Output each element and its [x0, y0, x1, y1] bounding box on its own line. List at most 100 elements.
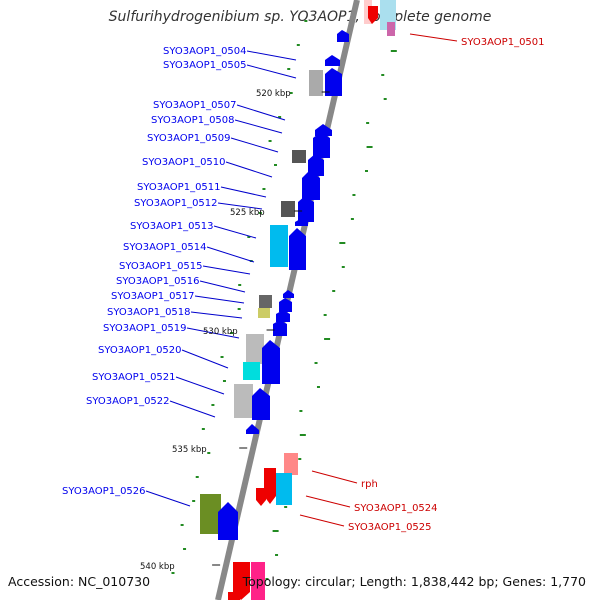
- reverse-gene-label: SYO3AOP1_0516: [116, 276, 200, 287]
- gc-tick: [258, 212, 262, 214]
- genome-summary: Topology: circular; Length: 1,838,442 bp…: [242, 574, 586, 589]
- reverse-gene-label: SYO3AOP1_0504: [163, 46, 247, 57]
- gc-tick: [366, 146, 373, 148]
- gene-arrow: [256, 488, 266, 506]
- leader-line: [206, 246, 255, 263]
- leader-line: [145, 490, 191, 507]
- gene-arrow: [252, 388, 270, 420]
- leader-line: [305, 495, 351, 508]
- gc-tick: [365, 170, 369, 172]
- leader-line: [194, 295, 245, 304]
- cds-block: [292, 150, 306, 163]
- gc-tick: [323, 314, 327, 316]
- gc-tick: [390, 50, 397, 52]
- gc-tick: [238, 284, 242, 286]
- leader-line: [213, 225, 257, 239]
- gene-arrow: [279, 298, 292, 312]
- gc-tick: [352, 194, 356, 196]
- cds-block: [270, 225, 288, 267]
- cds-block: [387, 22, 395, 36]
- leader-line: [311, 470, 358, 484]
- cds-block: [200, 494, 221, 534]
- gene-arrow: [246, 424, 259, 434]
- gc-tick: [275, 554, 279, 556]
- leader-line: [199, 280, 246, 293]
- gc-tick: [299, 410, 303, 412]
- gene-arrow: [276, 310, 290, 322]
- gc-tick: [366, 122, 370, 124]
- leader-line: [220, 186, 267, 198]
- cds-features: [200, 0, 396, 600]
- reverse-strand-genes: [218, 30, 349, 540]
- reverse-gene-label: SYO3AOP1_0513: [130, 221, 214, 232]
- reverse-gene-label: SYO3AOP1_0520: [98, 345, 182, 356]
- gc-tick: [314, 362, 318, 364]
- gc-tick: [299, 434, 306, 436]
- leader-line: [175, 376, 225, 395]
- gc-tick: [341, 266, 345, 268]
- gc-tick: [339, 242, 346, 244]
- gc-tick: [207, 452, 211, 454]
- cds-block: [281, 201, 295, 217]
- leader-line: [234, 119, 283, 134]
- gene-arrow: [264, 468, 276, 504]
- leader-line: [169, 400, 216, 418]
- gc-tick: [278, 116, 282, 118]
- leader-line: [181, 349, 229, 369]
- gc-tick: [274, 164, 278, 166]
- gc-tick: [237, 308, 241, 310]
- forward-gene-label: SYO3AOP1_0524: [354, 503, 438, 514]
- leader-line: [299, 514, 345, 527]
- forward-gene-label: SYO3AOP1_0501: [461, 37, 545, 48]
- scale-label: 525 kbp: [230, 208, 265, 218]
- gc-tick: [171, 572, 175, 574]
- gc-tick: [247, 236, 251, 238]
- reverse-gene-label: SYO3AOP1_0510: [142, 157, 226, 168]
- scale-label: 530 kbp: [203, 327, 238, 337]
- leader-line: [409, 33, 458, 42]
- cds-block: [258, 308, 270, 318]
- reverse-gene-label: SYO3AOP1_0526: [62, 486, 146, 497]
- gc-tick: [284, 506, 288, 508]
- gene-arrow: [325, 68, 342, 96]
- gene-arrow: [233, 562, 250, 600]
- leader-line: [186, 327, 240, 339]
- gc-tick: [262, 188, 266, 190]
- reverse-gene-label: SYO3AOP1_0517: [111, 291, 195, 302]
- gene-arrow: [315, 124, 332, 136]
- reverse-gene-label: SYO3AOP1_0522: [86, 396, 170, 407]
- gc-tick: [220, 356, 224, 358]
- reverse-gene-label: SYO3AOP1_0518: [107, 307, 191, 318]
- forward-gene-label: SYO3AOP1_0525: [348, 522, 432, 533]
- cds-block: [243, 362, 260, 380]
- gene-arrow: [262, 340, 280, 384]
- scale-label: 535 kbp: [172, 445, 207, 455]
- leader-lines: [145, 33, 458, 527]
- leader-line: [190, 311, 243, 319]
- cds-block: [251, 562, 265, 600]
- gc-tick: [350, 218, 354, 220]
- gc-tick: [289, 92, 293, 94]
- reverse-gene-label: SYO3AOP1_0521: [92, 372, 176, 383]
- gene-arrow: [302, 170, 320, 200]
- gc-tick: [201, 428, 205, 430]
- leader-line: [236, 104, 286, 121]
- gene-arrow: [273, 320, 287, 336]
- gc-tick: [268, 140, 272, 142]
- gene-labels: 520 kbp 525 kbp 530 kbp 535 kbp 540 kbp SYO3A…: [62, 37, 545, 572]
- gc-tick: [324, 338, 331, 340]
- cds-block: [284, 453, 298, 475]
- reverse-gene-label: SYO3AOP1_0512: [134, 198, 218, 209]
- leader-line: [230, 137, 279, 153]
- accession-label: Accession: NC_010730: [8, 574, 151, 589]
- gc-tick: [332, 290, 336, 292]
- gene-arrow: [298, 196, 314, 222]
- leader-line: [225, 161, 273, 178]
- leader-line: [217, 202, 263, 210]
- scale-label: 540 kbp: [140, 562, 175, 572]
- reverse-gene-label: SYO3AOP1_0505: [163, 60, 247, 71]
- reverse-gene-label: SYO3AOP1_0511: [137, 182, 221, 193]
- gc-tick: [287, 68, 291, 70]
- scale-ticks: [212, 91, 330, 566]
